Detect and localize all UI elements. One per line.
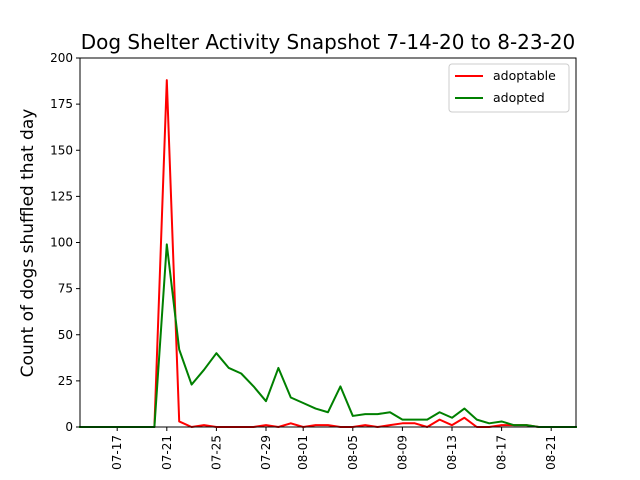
x-tick-label: 08-05 — [346, 435, 360, 470]
legend-label-adopted: adopted — [493, 90, 545, 105]
y-tick-label: 150 — [50, 143, 73, 157]
x-tick-label: 07-17 — [110, 435, 124, 470]
x-axis-ticks: 07-17 07-21 07-25 07-29 08-01 08-05 08-09 08-13… — [110, 427, 558, 470]
y-tick-label: 50 — [58, 328, 73, 342]
series-line-adoptable — [79, 79, 577, 428]
x-tick-label: 08-13 — [445, 435, 459, 470]
x-tick-label: 08-17 — [495, 435, 509, 470]
x-tick-label: 08-21 — [544, 435, 558, 470]
y-tick-label: 75 — [58, 282, 73, 296]
x-tick-label: 08-01 — [296, 435, 310, 470]
y-tick-label: 100 — [50, 236, 73, 250]
x-tick-label: 08-09 — [395, 435, 409, 470]
legend: adoptable adopted — [448, 63, 570, 113]
y-axis-label: Count of dogs shuffled that day — [18, 109, 38, 378]
plot-frame — [79, 57, 577, 428]
x-tick-label: 07-29 — [259, 435, 273, 470]
y-tick-label: 200 — [50, 51, 73, 65]
y-tick-label: 175 — [50, 97, 73, 111]
series-layer — [79, 79, 577, 428]
y-tick-label: 125 — [50, 189, 73, 203]
legend-label-adoptable: adoptable — [493, 68, 556, 83]
x-tick-label: 07-25 — [209, 435, 223, 470]
y-axis-ticks: 0 25 50 75 100 125 150 175 200 — [50, 51, 80, 434]
y-tick-label: 25 — [58, 374, 73, 388]
x-tick-label: 07-21 — [160, 435, 174, 470]
y-tick-label: 0 — [65, 420, 73, 434]
series-line-adopted — [79, 243, 577, 428]
chart-title: Dog Shelter Activity Snapshot 7-14-20 to… — [81, 30, 576, 54]
